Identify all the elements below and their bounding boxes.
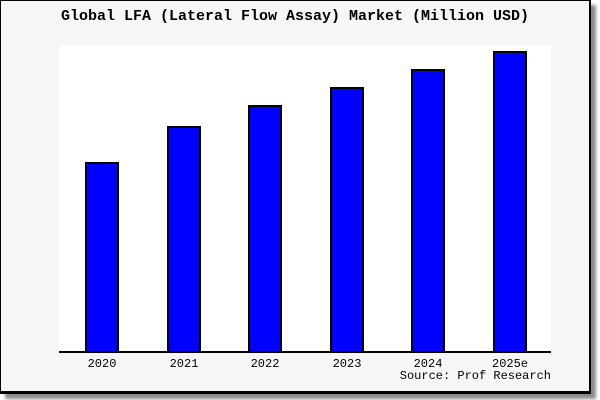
bar-2025e — [493, 51, 527, 351]
bar-2024 — [411, 69, 445, 351]
chart-frame: Global LFA (Lateral Flow Assay) Market (… — [0, 0, 591, 394]
x-tick-label-2022: 2022 — [250, 357, 280, 371]
x-tick-label-2025e: 2025e — [491, 357, 529, 371]
plot-area — [59, 45, 551, 353]
bar-2021 — [167, 126, 201, 351]
bar-2020 — [85, 162, 119, 351]
source-label: Source: Prof Research — [399, 369, 551, 383]
bar-2023 — [330, 87, 364, 351]
chart-title: Global LFA (Lateral Flow Assay) Market (… — [60, 8, 530, 25]
x-tick-label-2021: 2021 — [169, 357, 199, 371]
bar-2022 — [248, 105, 282, 351]
x-tick-label-2024: 2024 — [413, 357, 443, 371]
x-tick-label-2020: 2020 — [87, 357, 117, 371]
x-tick-label-2023: 2023 — [332, 357, 362, 371]
